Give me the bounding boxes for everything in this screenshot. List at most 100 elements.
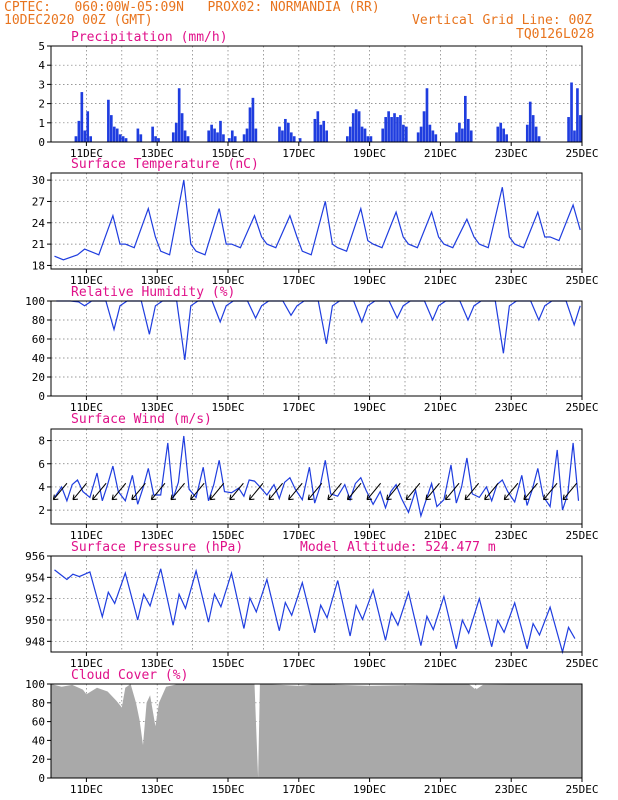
precip-bar [469,130,473,142]
precip-bar [298,138,302,142]
precip-bar [505,134,508,142]
wind-arrow [307,482,323,500]
x-tick-label: 11DEC [70,274,103,287]
wind-arrow [405,482,421,500]
y-tick-label: 60 [32,333,45,346]
wind-arrow [52,482,68,500]
precip-bar [110,115,113,142]
precip-bar [570,82,573,142]
x-tick-label: 23DEC [495,657,528,670]
precip-bar [86,111,90,142]
panel-title: Surface Temperature (nC) [71,157,259,172]
wind-arrowhead [503,494,510,501]
cloud-area [51,684,582,778]
wind-arrow [72,482,87,500]
precip-bar [171,132,175,142]
y-tick-label: 100 [25,678,45,691]
series-group [54,568,576,655]
wind-arrow [543,482,558,500]
precip-bar [89,136,93,142]
wind-arrow [464,482,480,500]
precip-bar [213,128,216,142]
x-tick-label: 13DEC [141,274,174,287]
precip-bar [281,130,284,142]
precip-bar [419,126,423,142]
precip-bar [183,130,187,142]
x-tick-label: 21DEC [424,401,457,414]
x-tick-label: 11DEC [70,657,103,670]
wind-arrowhead [92,494,98,501]
precip-bar [461,128,464,142]
wind-arrowhead [307,494,314,501]
x-tick-label: 21DEC [424,657,457,670]
precip-bar [576,88,579,142]
precip-bar [428,124,432,142]
precip-bar [567,117,570,142]
y-tick-label: 948 [25,635,45,648]
model-altitude: Model Altitude: 524.477 m [300,540,496,555]
panel-frame [50,172,583,270]
precip-bar [251,97,255,142]
precip-bar [230,130,234,142]
precip-bar [233,136,237,142]
series-group [74,82,582,142]
panel-frame [50,428,583,525]
wind-arrow [229,482,244,500]
precip-bar [245,128,249,142]
wind-arrowhead [366,494,373,501]
series-group [51,684,582,778]
y-tick-label: 20 [32,371,45,384]
precip-bar [434,134,438,142]
y-tick-label: 80 [32,314,45,327]
precip-bar [83,130,87,142]
x-tick-label: 25DEC [565,274,598,287]
wind-arrowhead [288,494,294,501]
precip-bar [154,136,157,142]
y-tick-label: 40 [32,734,45,747]
wind-arrow [288,482,303,500]
panel-title: Cloud Cover (%) [71,668,188,683]
x-tick-label: 19DEC [353,529,386,542]
y-tick-label: 21 [32,238,45,251]
precip-bar [322,120,326,142]
x-tick-label: 19DEC [353,783,386,796]
x-tick-label: 17DEC [282,657,315,670]
wind-arrowhead [386,494,392,501]
precip-bar [74,136,78,142]
precip-bar [151,126,154,142]
x-tick-label: 11DEC [70,147,103,160]
precip-bar [107,99,110,142]
header-grid-note: Vertical Grid Line: 00Z [412,13,593,28]
y-tick-label: 4 [38,481,45,494]
x-tick-label: 17DEC [282,401,315,414]
x-tick-label: 19DEC [353,657,386,670]
precip-bar [496,126,500,142]
x-tick-label: 17DEC [282,529,315,542]
x-tick-label: 17DEC [282,147,315,160]
precip-bar [228,138,231,142]
x-tick-label: 15DEC [211,401,244,414]
x-tick-label: 17DEC [282,274,315,287]
series-line [54,179,581,261]
precip-bar [422,111,426,142]
precip-bar [455,132,458,142]
y-tick-label: 8 [38,435,45,448]
wind-arrow [170,482,185,500]
y-tick-label: 27 [32,195,45,208]
x-tick-label: 23DEC [495,274,528,287]
wind-arrowhead [523,494,529,501]
wind-arrowhead [346,494,353,501]
wind-arrowhead [425,494,431,501]
wind-arrowhead [150,494,157,501]
x-tick-label: 21DEC [424,147,457,160]
x-tick-label: 15DEC [211,529,244,542]
precip-bar [219,120,222,142]
precip-bar [405,126,408,142]
precip-bar [416,132,420,142]
precip-bar [287,122,290,142]
y-tick-label: 24 [32,217,46,230]
wind-arrowhead [131,494,137,501]
precip-bar [351,113,355,142]
precip-bar [325,130,329,142]
x-tick-label: 21DEC [424,529,457,542]
